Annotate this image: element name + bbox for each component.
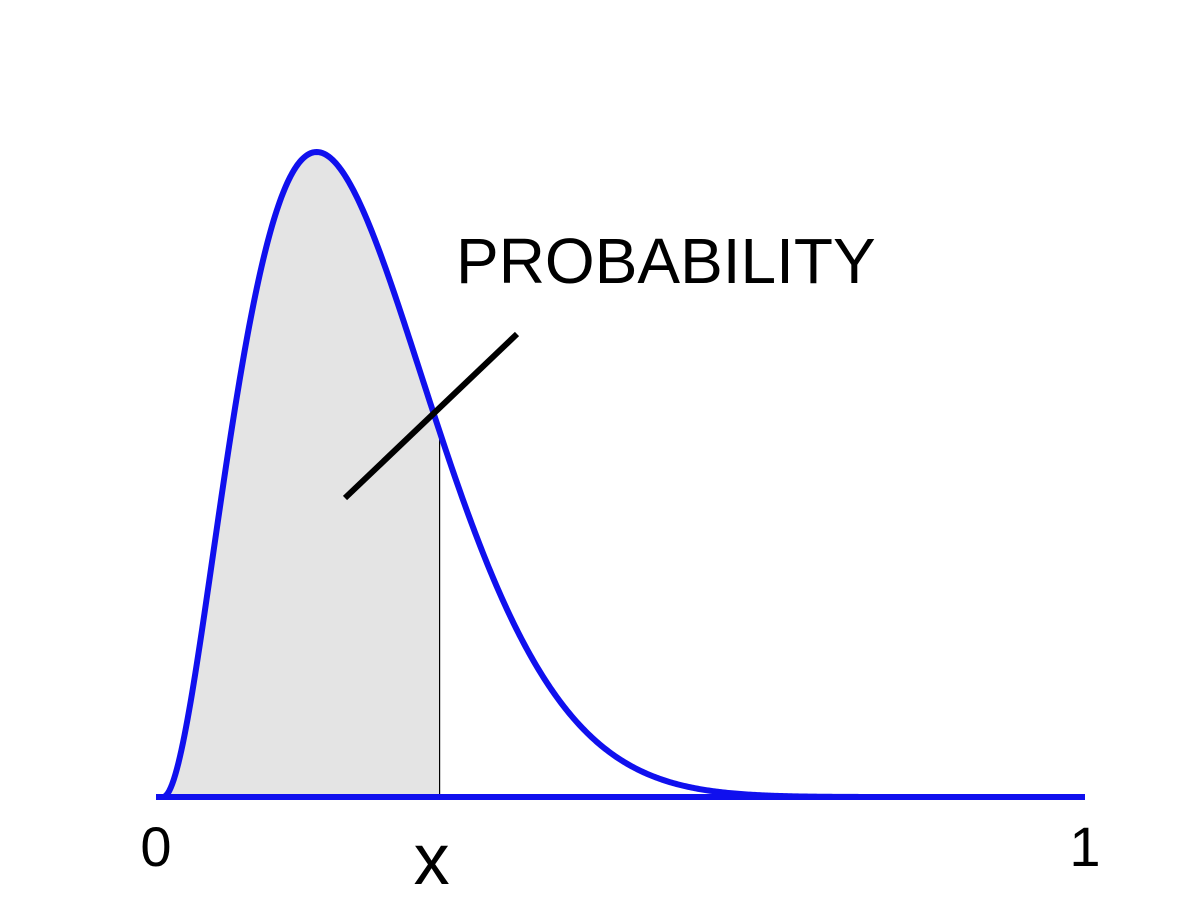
- x-tick-label-0: 0: [140, 815, 171, 878]
- x-marker-label: x: [414, 820, 450, 900]
- probability-annotation: PROBABILITY: [456, 225, 876, 297]
- x-tick-label-1: 1: [1069, 815, 1100, 878]
- shaded-probability-area: [163, 152, 440, 797]
- density-curve: [161, 149, 1087, 800]
- annotation-pointer-line: [342, 331, 520, 501]
